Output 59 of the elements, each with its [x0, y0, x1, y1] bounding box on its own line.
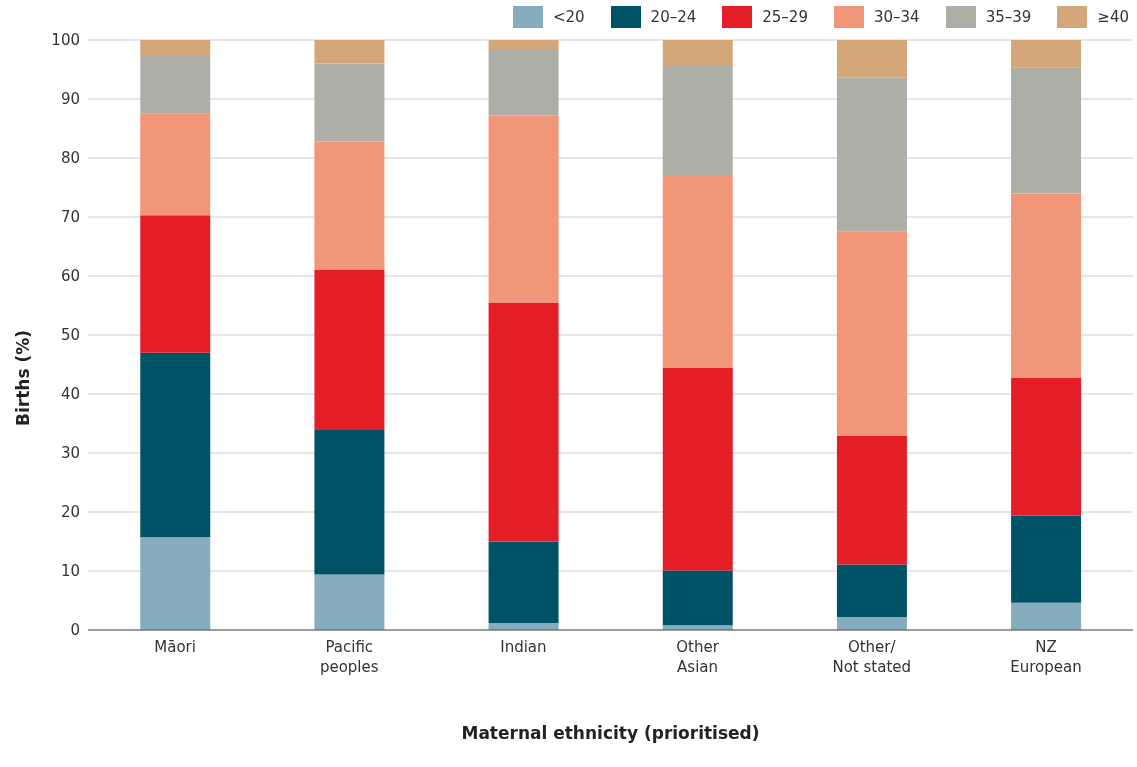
x-axis-title: Maternal ethnicity (prioritised)	[460, 723, 761, 743]
y-tick-label: 50	[60, 326, 80, 345]
bar	[140, 215, 211, 353]
x-tick-label: Other/ Not stated	[832, 638, 912, 676]
legend-label: ≥40	[1097, 8, 1129, 26]
bar	[140, 352, 211, 538]
bar	[836, 564, 907, 618]
bar	[488, 50, 559, 116]
bar	[140, 55, 211, 114]
bar	[662, 570, 733, 626]
bar	[488, 541, 559, 623]
bar	[1011, 193, 1082, 379]
x-tick-label: Indian	[500, 638, 547, 656]
bar	[836, 40, 907, 78]
bar	[1011, 40, 1082, 68]
bar	[314, 270, 385, 430]
bar	[1011, 515, 1082, 603]
bar	[314, 40, 385, 64]
legend-label: <20	[552, 8, 585, 26]
legend-label: 25–29	[762, 8, 808, 26]
y-tick-label: 80	[60, 149, 80, 168]
x-tick-label: Other Asian	[676, 638, 720, 676]
y-tick-label: 70	[60, 208, 80, 227]
y-tick-label: 60	[60, 267, 80, 286]
bar	[836, 231, 907, 436]
x-tick-label: Pacific peoples	[319, 638, 379, 676]
bar	[836, 77, 907, 232]
y-tick-label: 10	[60, 562, 80, 581]
bar	[314, 429, 385, 575]
bar	[1011, 67, 1082, 194]
bar	[140, 113, 211, 216]
bar	[488, 115, 559, 303]
bar	[662, 65, 733, 176]
bar	[836, 435, 907, 565]
y-tick-label: 0	[70, 621, 80, 640]
y-tick-label: 100	[51, 31, 80, 50]
bar	[836, 617, 907, 630]
bar	[488, 40, 559, 51]
y-tick-label: 40	[60, 385, 80, 404]
x-tick-label: Māori	[154, 638, 196, 656]
bar	[314, 63, 385, 142]
y-axis-title: Births (%)	[13, 329, 34, 427]
bar	[1011, 378, 1082, 516]
bar	[488, 302, 559, 542]
legend-label: 35–39	[985, 8, 1032, 26]
y-tick-label: 90	[60, 90, 80, 109]
y-tick-label: 20	[60, 503, 80, 522]
y-tick-label: 30	[60, 444, 80, 463]
bar	[314, 141, 385, 271]
bar	[140, 40, 211, 56]
bar	[140, 537, 211, 630]
bar	[662, 175, 733, 368]
x-tick-label: NZ European	[1010, 638, 1082, 676]
bar	[314, 574, 385, 630]
bar	[1011, 602, 1082, 630]
bar	[662, 367, 733, 571]
legend-label: 20–24	[650, 8, 697, 26]
legend-label: 30–34	[873, 8, 920, 26]
bar	[662, 40, 733, 66]
